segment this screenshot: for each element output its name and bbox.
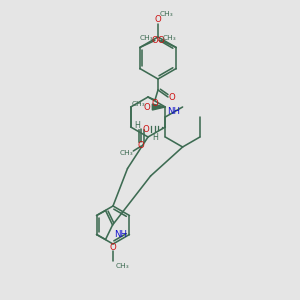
Text: CH₃: CH₃	[119, 150, 133, 156]
Text: O: O	[154, 16, 161, 25]
Text: O: O	[152, 98, 158, 107]
Text: O: O	[144, 103, 151, 112]
Text: NH: NH	[167, 107, 180, 116]
Text: H: H	[152, 133, 158, 142]
Text: CH₃: CH₃	[163, 34, 177, 40]
Text: O: O	[138, 142, 145, 151]
Text: O: O	[169, 94, 176, 103]
Text: CH₃: CH₃	[160, 11, 174, 17]
Text: O: O	[158, 36, 164, 45]
Polygon shape	[152, 104, 165, 110]
Text: O: O	[152, 36, 159, 45]
Text: CH₃: CH₃	[131, 101, 145, 107]
Text: O: O	[143, 124, 150, 134]
Text: CH₃: CH₃	[139, 34, 153, 40]
Text: CH₃: CH₃	[115, 263, 129, 269]
Text: H: H	[135, 121, 141, 130]
Text: NH: NH	[114, 230, 127, 239]
Text: O: O	[110, 244, 116, 253]
